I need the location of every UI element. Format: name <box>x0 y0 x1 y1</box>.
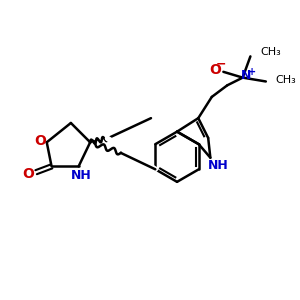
Text: O: O <box>34 134 46 148</box>
Text: −: − <box>215 58 226 70</box>
Text: CH₃: CH₃ <box>275 74 296 85</box>
Text: O: O <box>22 167 34 181</box>
Text: NH: NH <box>208 159 229 172</box>
Text: O: O <box>210 63 222 77</box>
Text: N: N <box>241 69 252 82</box>
Text: +: + <box>248 67 256 77</box>
Text: NH: NH <box>71 169 92 182</box>
Text: CH₃: CH₃ <box>260 46 281 57</box>
